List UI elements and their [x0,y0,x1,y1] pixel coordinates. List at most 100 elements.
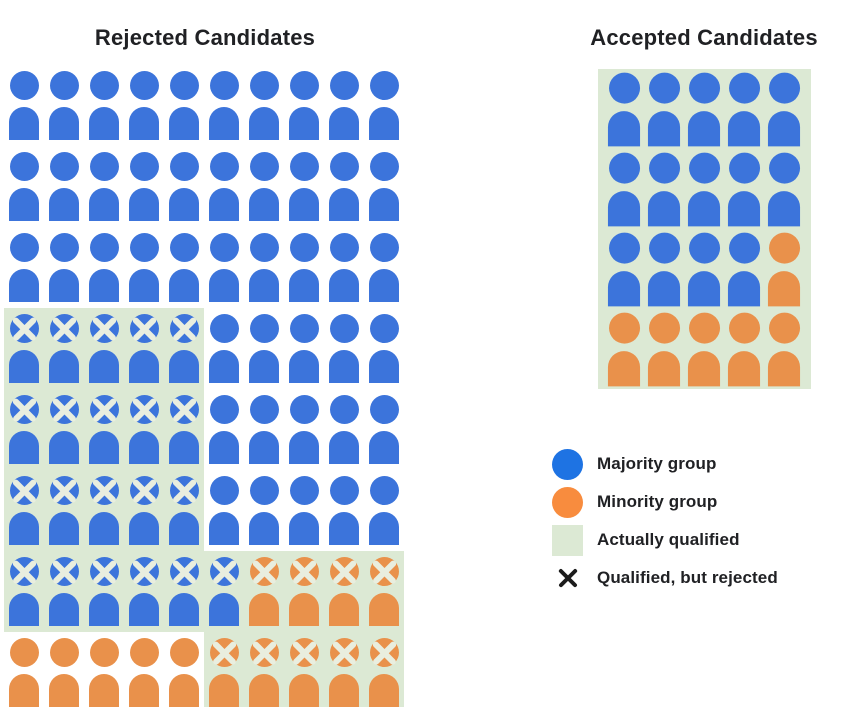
minority-group-swatch-icon [552,486,583,518]
person-torso [49,593,79,626]
rejected-candidate-cell [164,227,204,308]
person-icon [727,152,761,226]
rejected-candidate-cell [204,470,244,551]
person-torso [129,350,159,383]
person-icon [647,152,681,226]
person-icon [249,152,279,221]
person-torso [647,110,681,146]
person-torso [289,593,319,626]
person-head [768,232,800,264]
x-mark-icon [10,314,39,343]
x-mark-icon [130,395,159,424]
person-head [728,152,760,184]
person-torso [607,190,641,226]
person-head [249,71,279,100]
person-icon [607,312,641,386]
person-torso [89,593,119,626]
person-head [249,395,279,424]
person-icon [687,312,721,386]
person-head [608,232,640,264]
person-head [89,152,119,181]
x-mark-icon [170,395,199,424]
person-torso [249,593,279,626]
person-icon [209,152,239,221]
person-icon [169,395,199,464]
accepted-candidate-cell [724,69,764,149]
accepted-candidate-cell [724,309,764,389]
rejected-candidate-cell [4,227,44,308]
person-head [49,71,79,100]
person-head [369,152,399,181]
accepted-candidate-cell [684,69,724,149]
rejected-candidate-cell [364,632,404,707]
person-torso [169,512,199,545]
person-icon [49,638,79,707]
person-head [9,233,39,262]
person-head [169,152,199,181]
person-icon [727,232,761,306]
rejected-candidate-cell [164,470,204,551]
person-torso [647,190,681,226]
rejected-candidate-cell [164,308,204,389]
person-torso [289,269,319,302]
rejected-candidate-cell [364,389,404,470]
person-icon [89,71,119,140]
person-icon [49,557,79,626]
person-icon [289,557,319,626]
person-icon [249,476,279,545]
rejected-candidate-cell [204,308,244,389]
x-mark-icon [90,314,119,343]
person-icon [9,71,39,140]
rejected-candidate-cell [124,227,164,308]
rejected-candidate-cell [204,227,244,308]
rejected-candidate-cell [84,308,124,389]
person-torso [727,110,761,146]
person-icon [9,233,39,302]
person-icon [369,71,399,140]
rejected-candidate-cell [164,389,204,470]
person-torso [9,674,39,707]
rejected-candidate-cell [164,551,204,632]
person-head [129,152,159,181]
rejected-candidate-cell [364,551,404,632]
person-torso [9,188,39,221]
rejected-candidate-cell [244,146,284,227]
person-head [249,314,279,343]
person-torso [249,431,279,464]
person-icon [767,72,801,146]
person-torso [687,350,721,386]
person-head [728,312,760,344]
person-torso [329,512,359,545]
rejected-candidate-cell [364,308,404,389]
x-mark-icon [370,557,399,586]
person-icon [249,314,279,383]
person-icon [209,638,239,707]
person-icon [369,557,399,626]
person-icon [9,395,39,464]
person-icon [129,395,159,464]
rejected-candidate-cell [284,146,324,227]
rejected-candidate-cell [324,65,364,146]
rejected-candidate-cell [84,146,124,227]
x-mark-icon [250,638,279,667]
rejected-candidate-cell [164,146,204,227]
x-mark-icon [10,557,39,586]
person-head [369,71,399,100]
person-torso [329,674,359,707]
person-torso [169,107,199,140]
rejected-candidate-cell [364,227,404,308]
person-icon [129,638,159,707]
person-head [329,476,359,505]
person-icon [767,312,801,386]
person-head [289,395,319,424]
legend-item-minority: Minority group [552,483,778,521]
x-mark-icon [90,476,119,505]
person-torso [89,107,119,140]
person-head [89,71,119,100]
person-icon [9,314,39,383]
person-torso [89,512,119,545]
person-torso [249,269,279,302]
x-mark-icon [50,395,79,424]
person-torso [369,107,399,140]
